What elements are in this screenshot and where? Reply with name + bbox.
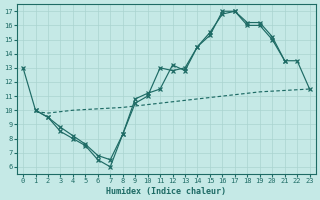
X-axis label: Humidex (Indice chaleur): Humidex (Indice chaleur) (106, 187, 226, 196)
